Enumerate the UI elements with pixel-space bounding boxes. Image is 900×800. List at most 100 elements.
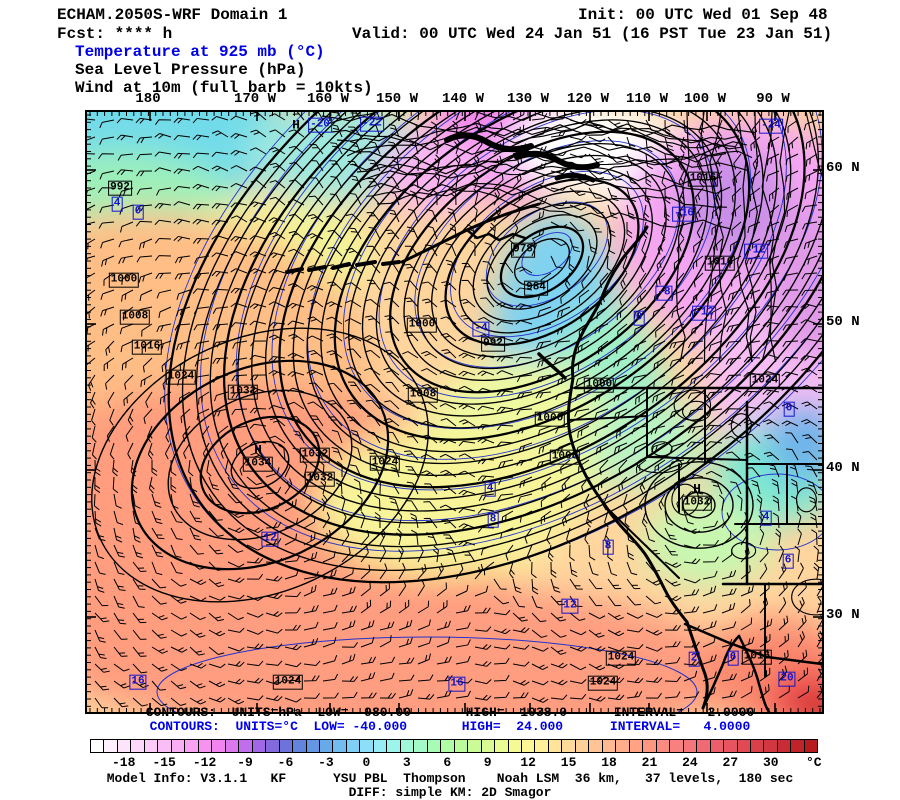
diff-info: DIFF: simple KM: 2D Smagor <box>348 785 552 800</box>
lon-label: 140 W <box>441 91 485 107</box>
colorbar-cell <box>211 740 225 752</box>
lon-label: 150 W <box>375 91 419 107</box>
colorbar-tick: 0 <box>362 755 371 770</box>
lon-label: 170 W <box>233 91 277 107</box>
colorbar-tick: 27 <box>722 755 739 770</box>
colorbar-cell <box>628 740 643 752</box>
colorbar-cell <box>709 740 724 752</box>
colorbar-cell <box>494 740 508 752</box>
colorbar-cell <box>534 740 548 752</box>
colorbar-tick: 18 <box>601 755 617 770</box>
lon-label: 90 W <box>756 91 790 107</box>
colorbar <box>90 739 818 753</box>
lat-label: 30 N <box>826 607 860 623</box>
colorbar-cell <box>642 740 656 752</box>
longitude-axis: 180 170 W 160 W 150 W 140 W 130 W 120 W 110 W 10… <box>0 91 900 107</box>
colorbar-cell <box>399 740 414 752</box>
colorbar-cell <box>588 740 602 752</box>
field-wind-label: Wind at 10m (full barb = 10kts) <box>75 79 373 97</box>
colorbar-cell <box>197 740 212 752</box>
lat-label: 40 N <box>826 460 860 476</box>
colorbar-tick: 15 <box>560 755 577 770</box>
colorbar-cell <box>467 740 481 752</box>
colorbar-tick: 6 <box>443 755 452 770</box>
colorbar-cell <box>790 740 804 752</box>
colorbar-cell <box>426 740 441 752</box>
colorbar-cell <box>184 740 198 752</box>
colorbar-cell <box>521 740 535 752</box>
colorbar-cell <box>615 740 629 752</box>
colorbar-tick: -12 <box>192 755 217 770</box>
colorbar-tick: -6 <box>277 755 294 770</box>
lon-label: 180 <box>135 91 161 107</box>
model-title: ECHAM.2050S-WRF Domain 1 <box>57 6 288 24</box>
latitude-axis: 60 N 50 N 40 N 30 N <box>826 0 896 800</box>
colorbar-cell <box>413 740 427 752</box>
colorbar-tick: 21 <box>641 755 658 770</box>
colorbar-cell <box>265 740 279 752</box>
colorbar-cell <box>696 740 710 752</box>
lon-label: 160 W <box>306 91 350 107</box>
init-time: Init: 00 UTC Wed 01 Sep 48 <box>578 6 828 24</box>
colorbar-cell <box>116 740 131 752</box>
lon-label: 130 W <box>506 91 550 107</box>
lon-label: 120 W <box>566 91 610 107</box>
colorbar-cell <box>91 740 104 752</box>
colorbar-cell <box>803 740 818 752</box>
colorbar-tick: 3 <box>402 755 411 770</box>
slp-contour-info: CONTOURS: UNITS=hPa LOW= 980.00 HIGH= 10… <box>145 705 755 720</box>
colorbar-cell <box>251 740 266 752</box>
colorbar-cell <box>103 740 117 752</box>
colorbar-tick: -18 <box>112 755 136 770</box>
colorbar-cell <box>601 740 616 752</box>
colorbar-cell <box>763 740 777 752</box>
colorbar-tick: 30 <box>763 755 779 770</box>
colorbar-cell <box>238 740 252 752</box>
temp-contour-info: CONTOURS: UNITS=°C LOW= -40.000 HIGH= 24… <box>149 719 751 734</box>
lon-label: 100 W <box>683 91 727 107</box>
field-pressure-label: Sea Level Pressure (hPa) <box>75 61 306 79</box>
colorbar-cell <box>372 740 387 752</box>
map-plot: 992 1000 1008 1016 1024 1032 1000 1008 978 984 992… <box>85 110 824 714</box>
colorbar-cell <box>723 740 737 752</box>
colorbar-cell <box>749 740 764 752</box>
colorbar-cell <box>292 740 306 752</box>
colorbar-cell <box>170 740 185 752</box>
colorbar-tick: -15 <box>152 755 176 770</box>
colorbar-cell <box>332 740 346 752</box>
lat-label: 50 N <box>826 314 860 330</box>
colorbar-cell <box>561 740 575 752</box>
colorbar-tick: 24 <box>682 755 698 770</box>
colorbar-cell <box>278 740 293 752</box>
colorbar-cell <box>453 740 468 752</box>
lat-label: 60 N <box>826 160 860 176</box>
map-canvas <box>87 112 822 712</box>
colorbar-cell <box>359 740 373 752</box>
colorbar-tick: 12 <box>520 755 536 770</box>
colorbar-cell <box>776 740 791 752</box>
colorbar-cell <box>547 740 562 752</box>
lon-label: 110 W <box>625 91 669 107</box>
colorbar-tick: -9 <box>237 755 253 770</box>
colorbar-cell <box>386 740 400 752</box>
colorbar-cell <box>318 740 333 752</box>
colorbar-cell <box>305 740 319 752</box>
colorbar-tick: 9 <box>483 755 492 770</box>
colorbar-unit: °C <box>806 755 822 770</box>
colorbar-cell <box>655 740 670 752</box>
colorbar-tick-labels: -18 -15 -12 -9 -6 -3 0 3 6 9 12 15 18 21 24 27 30 °C <box>0 755 900 771</box>
field-temperature-label: Temperature at 925 mb (°C) <box>75 43 325 61</box>
colorbar-cell <box>682 740 697 752</box>
colorbar-cell <box>345 740 360 752</box>
colorbar-tick: -3 <box>318 755 334 770</box>
valid-time: Valid: 00 UTC Wed 24 Jan 51 (16 PST Tue … <box>352 25 833 43</box>
colorbar-cell <box>736 740 750 752</box>
colorbar-cell <box>157 740 171 752</box>
colorbar-cell <box>480 740 495 752</box>
colorbar-cell <box>130 740 144 752</box>
colorbar-cell <box>143 740 158 752</box>
model-info: Model Info: V3.1.1 KF YSU PBL Thompson N… <box>106 771 794 786</box>
colorbar-cell <box>224 740 239 752</box>
forecast-hour: Fcst: **** h <box>57 25 173 43</box>
